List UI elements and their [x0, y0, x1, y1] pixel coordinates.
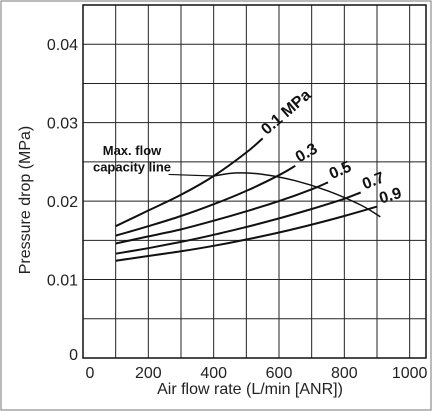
y-axis-title: Pressure drop (MPa)	[17, 126, 34, 275]
y-tick-label: 0.02	[47, 194, 78, 211]
series-label-4: 0.7	[360, 169, 387, 193]
x-tick-label: 1000	[392, 365, 428, 382]
series-label-1: 0.1 MPa	[258, 87, 314, 139]
y-tick-label: 0.01	[47, 273, 78, 290]
max-flow-label-line1: Max. flow	[103, 143, 162, 158]
y-tick-label: 0.04	[47, 37, 78, 54]
series-line-4	[115, 191, 362, 255]
y-tick-label: 0	[69, 347, 78, 364]
x-tick-label: 200	[135, 365, 162, 382]
max-flow-capacity-line	[213, 172, 381, 218]
y-tick-label: 0.03	[47, 116, 78, 133]
series-line-5	[115, 205, 378, 262]
x-axis-title: Air flow rate (L/min [ANR])	[157, 381, 343, 398]
x-tick-label: 400	[200, 365, 227, 382]
series-line-1	[115, 137, 264, 228]
x-tick-label: 0	[86, 365, 95, 382]
series-line-2	[115, 164, 296, 237]
series-line-3	[115, 181, 329, 245]
series-label-5: 0.9	[377, 185, 403, 208]
plot-frame	[82, 4, 427, 359]
max-flow-label-line2: capacity line	[93, 159, 171, 174]
x-tick-label: 600	[266, 365, 293, 382]
x-tick-label: 800	[331, 365, 358, 382]
max-flow-leader-line	[168, 173, 214, 177]
